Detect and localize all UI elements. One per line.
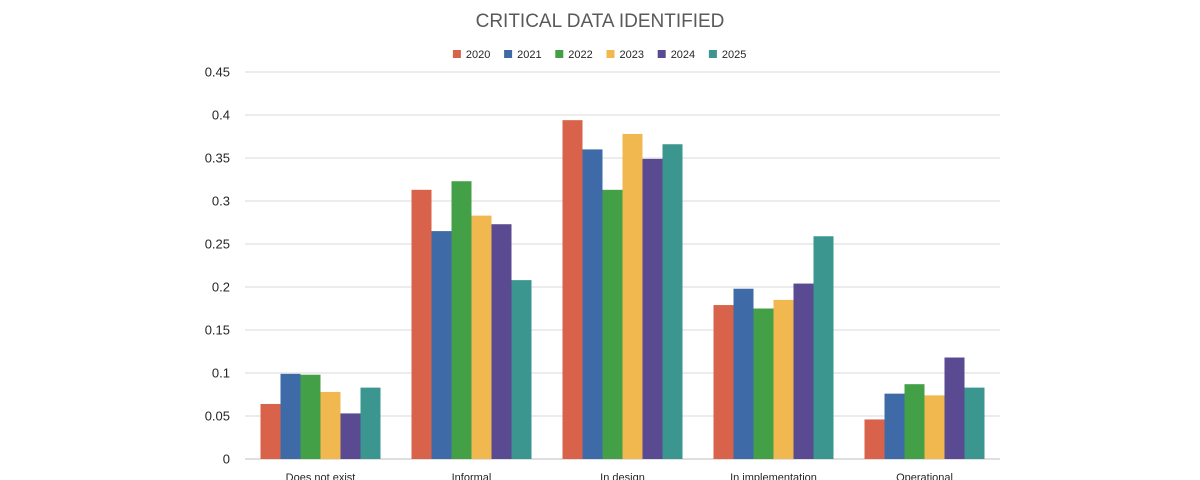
y-tick-label-0-2: 0.2 bbox=[212, 280, 230, 295]
bar-informal-2024 bbox=[491, 224, 512, 459]
x-axis: Does not exist Informal In design In implem… bbox=[286, 472, 953, 480]
y-tick-label-0-3: 0.3 bbox=[212, 194, 230, 209]
bar-in-implementation-2022 bbox=[753, 308, 774, 459]
legend-swatch-2020 bbox=[452, 50, 461, 58]
x-tick-label-in-implementation: In implementation bbox=[730, 472, 817, 480]
bar-in-implementation-2024 bbox=[793, 283, 814, 459]
y-tick-label-0-1: 0.1 bbox=[212, 366, 230, 381]
legend-label-2020: 2020 bbox=[466, 49, 490, 61]
y-tick-label-0-05: 0.05 bbox=[205, 409, 230, 424]
bar-in-design-2024 bbox=[642, 158, 663, 460]
bar-operational-2023 bbox=[924, 395, 945, 459]
bar-in-design-2021 bbox=[582, 149, 603, 459]
y-axis: 0 0.05 0.1 0.15 0.2 0.25 0.3 0.35 0.4 0.45 bbox=[205, 65, 230, 467]
legend-swatch-2023 bbox=[606, 50, 615, 58]
legend-swatch-2022 bbox=[555, 50, 564, 58]
bar-in-implementation-2023 bbox=[773, 299, 794, 459]
bars bbox=[260, 120, 985, 460]
legend-swatch-2024 bbox=[657, 50, 666, 58]
bar-informal-2025 bbox=[511, 280, 532, 459]
x-tick-label-does-not-exist: Does not exist bbox=[286, 472, 356, 480]
legend-label-2023: 2023 bbox=[620, 49, 644, 61]
legend-label-2022: 2022 bbox=[568, 49, 592, 61]
bar-does-not-exist-2021 bbox=[280, 373, 301, 459]
bar-in-implementation-2020 bbox=[713, 305, 734, 459]
bar-does-not-exist-2023 bbox=[320, 391, 341, 459]
bar-informal-2020 bbox=[411, 189, 432, 459]
legend-label-2021: 2021 bbox=[517, 49, 541, 61]
chart-title: CRITICAL DATA IDENTIFIED bbox=[476, 11, 725, 32]
legend-label-2024: 2024 bbox=[671, 49, 695, 61]
bar-operational-2020 bbox=[864, 419, 885, 459]
bar-informal-2022 bbox=[451, 181, 472, 459]
x-tick-label-operational: Operational bbox=[896, 472, 953, 480]
legend-swatch-2021 bbox=[504, 50, 513, 58]
y-tick-label-0-45: 0.45 bbox=[205, 65, 230, 80]
legend-label-2025: 2025 bbox=[722, 49, 746, 61]
bar-does-not-exist-2024 bbox=[340, 413, 361, 459]
bar-in-implementation-2025 bbox=[813, 236, 834, 459]
bar-in-design-2023 bbox=[622, 133, 643, 460]
bar-in-design-2022 bbox=[602, 189, 623, 459]
bar-in-implementation-2021 bbox=[733, 288, 754, 459]
y-tick-label-0-25: 0.25 bbox=[205, 237, 230, 252]
y-tick-label-0-35: 0.35 bbox=[205, 151, 230, 166]
x-tick-label-informal: Informal bbox=[452, 472, 492, 480]
bar-operational-2021 bbox=[884, 393, 905, 459]
legend-swatch-2025 bbox=[708, 50, 717, 58]
bar-informal-2021 bbox=[431, 231, 452, 459]
bar-informal-2023 bbox=[471, 215, 492, 459]
y-tick-label-0-15: 0.15 bbox=[205, 323, 230, 338]
bar-operational-2022 bbox=[904, 384, 925, 459]
bar-does-not-exist-2020 bbox=[260, 403, 281, 459]
bar-operational-2025 bbox=[964, 387, 985, 459]
y-tick-label-0: 0 bbox=[223, 452, 230, 467]
x-tick-label-in-design: In design bbox=[600, 472, 645, 480]
bar-in-design-2020 bbox=[562, 120, 583, 459]
bar-does-not-exist-2022 bbox=[300, 374, 321, 459]
bar-operational-2024 bbox=[944, 357, 965, 459]
bar-in-design-2025 bbox=[662, 144, 683, 460]
legend: 2020 2021 2022 2023 2024 2025 bbox=[452, 49, 746, 61]
bar-does-not-exist-2025 bbox=[360, 387, 381, 459]
y-tick-label-0-4: 0.4 bbox=[212, 108, 230, 123]
